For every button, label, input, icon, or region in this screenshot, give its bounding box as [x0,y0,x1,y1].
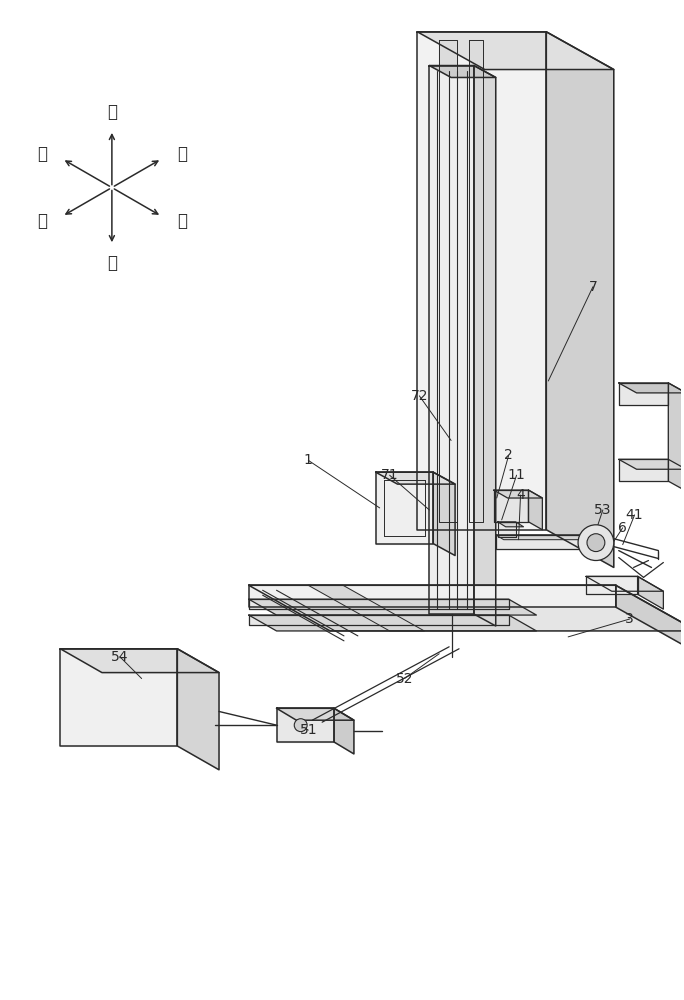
Text: 前: 前 [37,145,47,163]
Polygon shape [249,599,536,615]
Polygon shape [334,708,354,754]
Polygon shape [469,40,483,522]
Polygon shape [637,576,663,609]
Text: 71: 71 [381,468,398,482]
Polygon shape [430,66,474,614]
Polygon shape [496,535,583,549]
Text: 7: 7 [588,280,597,294]
Polygon shape [547,32,614,567]
Text: 11: 11 [508,468,525,482]
Polygon shape [498,522,523,527]
Polygon shape [619,459,684,469]
Circle shape [578,525,614,561]
Circle shape [587,534,605,552]
Polygon shape [376,472,433,544]
Polygon shape [249,585,684,631]
Polygon shape [529,490,542,530]
Polygon shape [498,522,516,537]
Text: 2: 2 [504,448,513,462]
Polygon shape [249,615,536,631]
Text: 后: 后 [176,212,187,230]
Polygon shape [417,32,614,70]
Polygon shape [376,472,455,484]
Polygon shape [417,32,547,530]
Text: 下: 下 [107,254,117,272]
Polygon shape [619,383,684,393]
Text: 51: 51 [300,723,317,737]
Polygon shape [496,535,591,540]
Polygon shape [619,459,668,481]
Text: 6: 6 [618,521,627,535]
Polygon shape [60,649,177,746]
Polygon shape [439,40,457,522]
Circle shape [294,719,307,732]
Text: 53: 53 [594,503,611,517]
Text: 41: 41 [626,508,644,522]
Polygon shape [60,649,219,673]
Polygon shape [586,576,663,591]
Polygon shape [619,383,668,405]
Polygon shape [474,66,496,626]
Polygon shape [249,615,509,625]
Polygon shape [249,599,509,609]
Text: 1: 1 [304,453,313,467]
Polygon shape [430,66,496,77]
Polygon shape [668,383,684,491]
Polygon shape [308,585,424,631]
Polygon shape [276,708,354,720]
Text: 上: 上 [107,103,117,121]
Text: 52: 52 [396,672,413,686]
Polygon shape [249,585,616,607]
Polygon shape [494,490,542,498]
Text: 右: 右 [176,145,187,163]
Polygon shape [276,708,334,742]
Polygon shape [616,585,684,653]
Polygon shape [586,576,637,594]
Text: 72: 72 [410,389,428,403]
Polygon shape [177,649,219,770]
Polygon shape [494,490,529,522]
Text: 4: 4 [516,488,525,502]
Text: 3: 3 [625,612,634,626]
Text: 左: 左 [37,212,47,230]
Polygon shape [433,472,455,556]
Text: 54: 54 [111,650,129,664]
